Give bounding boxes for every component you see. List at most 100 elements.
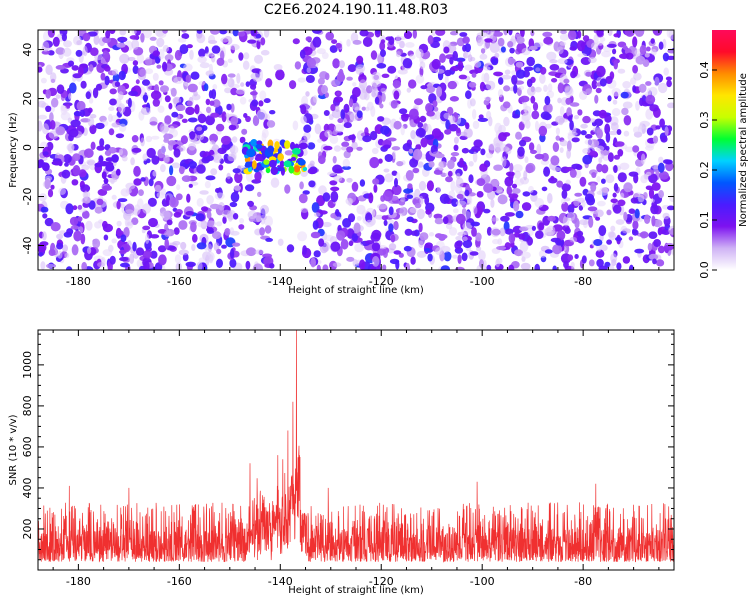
spectrogram-cell bbox=[218, 164, 224, 171]
spectrogram-cell bbox=[38, 120, 43, 132]
spectrogram-cell bbox=[459, 157, 464, 168]
spectrogram-cell bbox=[402, 58, 413, 69]
spectrogram-cell bbox=[383, 219, 388, 226]
spectrogram-cell bbox=[181, 118, 188, 124]
spectrogram-cell bbox=[667, 102, 674, 109]
spectrogram-cell bbox=[88, 97, 94, 104]
spectrogram-feature-cell bbox=[38, 161, 45, 167]
spectrogram-cell bbox=[330, 241, 341, 252]
spectrogram-cell bbox=[108, 106, 115, 112]
spectrogram-cell bbox=[140, 107, 151, 115]
spectrogram-cell bbox=[598, 109, 607, 119]
spectrogram-cell bbox=[644, 52, 650, 58]
spectrogram-cell bbox=[317, 210, 328, 215]
spectrogram-cell bbox=[348, 98, 354, 108]
spectrogram-cell bbox=[569, 169, 577, 178]
spectrogram-cell bbox=[594, 118, 604, 127]
spectrogram-cell bbox=[552, 265, 557, 270]
spectrogram-cell bbox=[417, 122, 424, 128]
spectrogram-cell bbox=[509, 162, 514, 173]
spectrogram-cell bbox=[408, 148, 414, 154]
spectrogram-cell bbox=[118, 103, 126, 114]
spectrogram-cell bbox=[143, 261, 150, 270]
spectrogram-cell bbox=[656, 259, 665, 267]
spectrogram-cell bbox=[391, 170, 398, 176]
spectrogram-cell bbox=[667, 205, 674, 211]
spectrogram-cell bbox=[622, 228, 631, 234]
spectrogram-cell bbox=[297, 77, 306, 83]
spectrogram-cell bbox=[237, 31, 246, 37]
spectrogram-cell bbox=[444, 75, 449, 85]
spectrogram-cell bbox=[80, 184, 91, 193]
spectrogram-cell bbox=[414, 202, 422, 209]
spectrogram-cell bbox=[605, 145, 610, 151]
spectrogram-cell bbox=[435, 69, 445, 74]
spectrogram-cell bbox=[52, 36, 60, 47]
spectrogram-cell bbox=[244, 184, 255, 192]
spectrogram-cell bbox=[622, 256, 631, 264]
spectrogram-cell bbox=[604, 123, 611, 135]
spectrogram-cell bbox=[180, 241, 187, 250]
spectrogram-cell bbox=[126, 221, 134, 226]
spectrogram-cell bbox=[336, 230, 346, 241]
spectrogram-cell bbox=[522, 191, 531, 197]
spectrogram-cell bbox=[210, 112, 220, 118]
spectrogram-cell bbox=[131, 147, 142, 153]
spectrogram-cell bbox=[478, 250, 486, 261]
spectrogram-feature-cell bbox=[105, 163, 115, 172]
spectrogram-cell bbox=[88, 64, 94, 72]
spectrogram-cell bbox=[70, 225, 80, 230]
spectrogram-cell bbox=[346, 256, 355, 262]
spectrogram-cell bbox=[230, 116, 238, 126]
spectrogram-cell bbox=[79, 109, 86, 118]
spectrogram-cell bbox=[305, 75, 315, 83]
spectrogram-cell bbox=[418, 222, 423, 233]
spectrogram-cell bbox=[70, 119, 81, 128]
spectrogram-cell bbox=[333, 96, 344, 103]
spectrogram-cell bbox=[463, 127, 473, 139]
spectrogram-cell bbox=[370, 50, 378, 60]
spectrogram-cell bbox=[352, 87, 361, 98]
spectrogram-cell bbox=[415, 267, 421, 270]
spectrogram-cell bbox=[342, 158, 350, 168]
spectrogram-cell bbox=[494, 52, 500, 59]
spectrogram-cell bbox=[414, 188, 421, 200]
spectrogram-x-label: Height of straight line (km) bbox=[288, 285, 424, 296]
spectrogram-cell bbox=[55, 65, 66, 70]
spectrogram-cell bbox=[171, 111, 179, 118]
spectrogram-cell bbox=[152, 98, 160, 107]
spectrogram-cell bbox=[570, 261, 575, 269]
spectrogram-cell bbox=[256, 109, 267, 120]
spectrogram-cell bbox=[424, 242, 433, 249]
spectrogram-cell bbox=[174, 49, 182, 61]
spectrogram-cell bbox=[140, 33, 145, 43]
spectrogram-cell bbox=[454, 241, 462, 250]
spectrogram-cell bbox=[465, 122, 470, 130]
spectrogram-cell bbox=[306, 57, 317, 69]
spectrogram-cell bbox=[479, 53, 488, 60]
spectrogram-cell bbox=[381, 73, 390, 79]
spectrogram-cell bbox=[648, 187, 655, 199]
spectrogram-cell bbox=[657, 245, 665, 254]
spectrogram-cell bbox=[302, 245, 307, 255]
spectrogram-feature-cell bbox=[268, 159, 277, 168]
spectrogram-cell bbox=[455, 177, 464, 188]
spectrogram-cell bbox=[142, 203, 152, 214]
spectrogram-cell bbox=[467, 54, 473, 62]
spectrogram-cell bbox=[218, 202, 225, 211]
spectrogram-cell bbox=[648, 86, 658, 97]
spectrogram-cell bbox=[523, 66, 534, 72]
spectrogram-cell bbox=[164, 95, 171, 103]
spectrogram-cell bbox=[628, 236, 634, 241]
spectrogram-cell bbox=[269, 263, 275, 269]
spectrogram-cell bbox=[500, 215, 510, 222]
spectrogram-cell bbox=[389, 121, 395, 131]
spectrogram-cell bbox=[513, 164, 523, 173]
spectrogram-cell bbox=[346, 177, 353, 183]
spectrogram-cell bbox=[472, 109, 477, 120]
spectrogram-cell bbox=[353, 222, 361, 234]
spectrogram-cell bbox=[247, 210, 257, 220]
spectrogram-cell bbox=[251, 99, 259, 107]
spectrogram-cell bbox=[42, 213, 48, 219]
spectrogram-feature-cell bbox=[299, 142, 308, 150]
